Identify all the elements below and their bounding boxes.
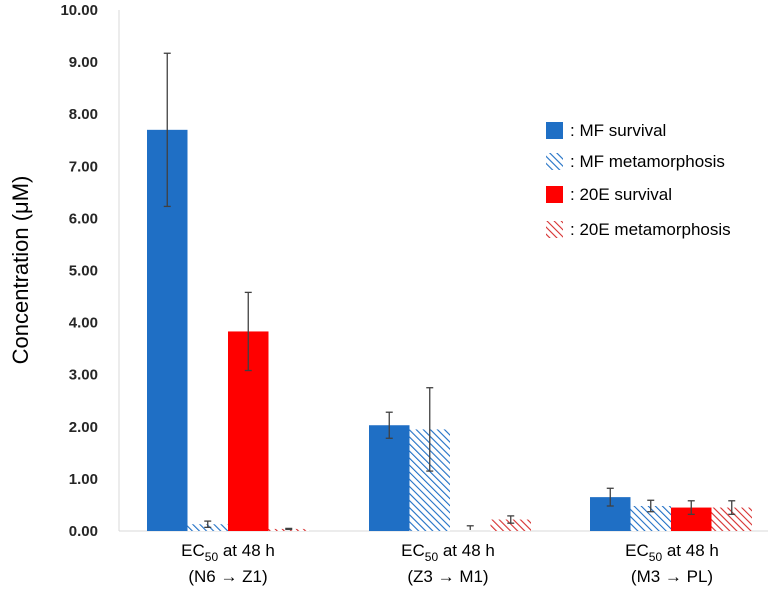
y-tick-label: 0.00 <box>69 523 98 540</box>
legend-label: : MF survival <box>570 121 666 140</box>
category-label-line2: (M3 → PL) <box>631 567 713 586</box>
category-label-line1: EC50 at 48 h <box>181 541 275 564</box>
x-category-labels: EC50 at 48 h (N6 → Z1) EC50 at 48 h (Z3 → M… <box>181 541 719 586</box>
bar <box>711 507 752 531</box>
y-tick-label: 2.00 <box>69 419 98 436</box>
legend-swatch <box>546 221 563 238</box>
legend-label: : 20E metamorphosis <box>570 220 731 239</box>
category-label-line1: EC50 at 48 h <box>625 541 719 564</box>
y-tick-label: 4.00 <box>69 315 98 332</box>
error-bars <box>163 52 736 531</box>
category-label-line1: EC50 at 48 h <box>401 541 495 564</box>
y-tick-label: 6.00 <box>69 210 98 227</box>
legend-swatch <box>546 186 563 203</box>
y-tick-label: 10.00 <box>60 2 98 19</box>
legend-swatch <box>546 122 563 139</box>
y-tick-label: 8.00 <box>69 106 98 123</box>
y-tick-label: 5.00 <box>69 263 98 280</box>
y-tick-label: 3.00 <box>69 367 98 384</box>
legend-swatch <box>546 153 563 170</box>
y-tick-label: 9.00 <box>69 54 98 71</box>
y-tick-label: 1.00 <box>69 471 98 488</box>
bar <box>671 507 712 531</box>
category-label-line2: (N6 → Z1) <box>188 567 267 586</box>
y-axis-label: Concentration (μM) <box>8 176 33 365</box>
category-label-line2: (Z3 → M1) <box>407 567 488 586</box>
legend-label: : MF metamorphosis <box>570 152 725 171</box>
y-tick-label: 7.00 <box>69 158 98 175</box>
bar <box>369 425 410 531</box>
y-tick-labels: 0.00 1.00 2.00 3.00 4.00 5.00 6.00 7.00 8.00 9.00… <box>60 2 98 540</box>
bar <box>490 519 531 531</box>
legend: : MF survival : MF metamorphosis : 20E sur… <box>546 121 731 239</box>
legend-label: : 20E survival <box>570 185 672 204</box>
